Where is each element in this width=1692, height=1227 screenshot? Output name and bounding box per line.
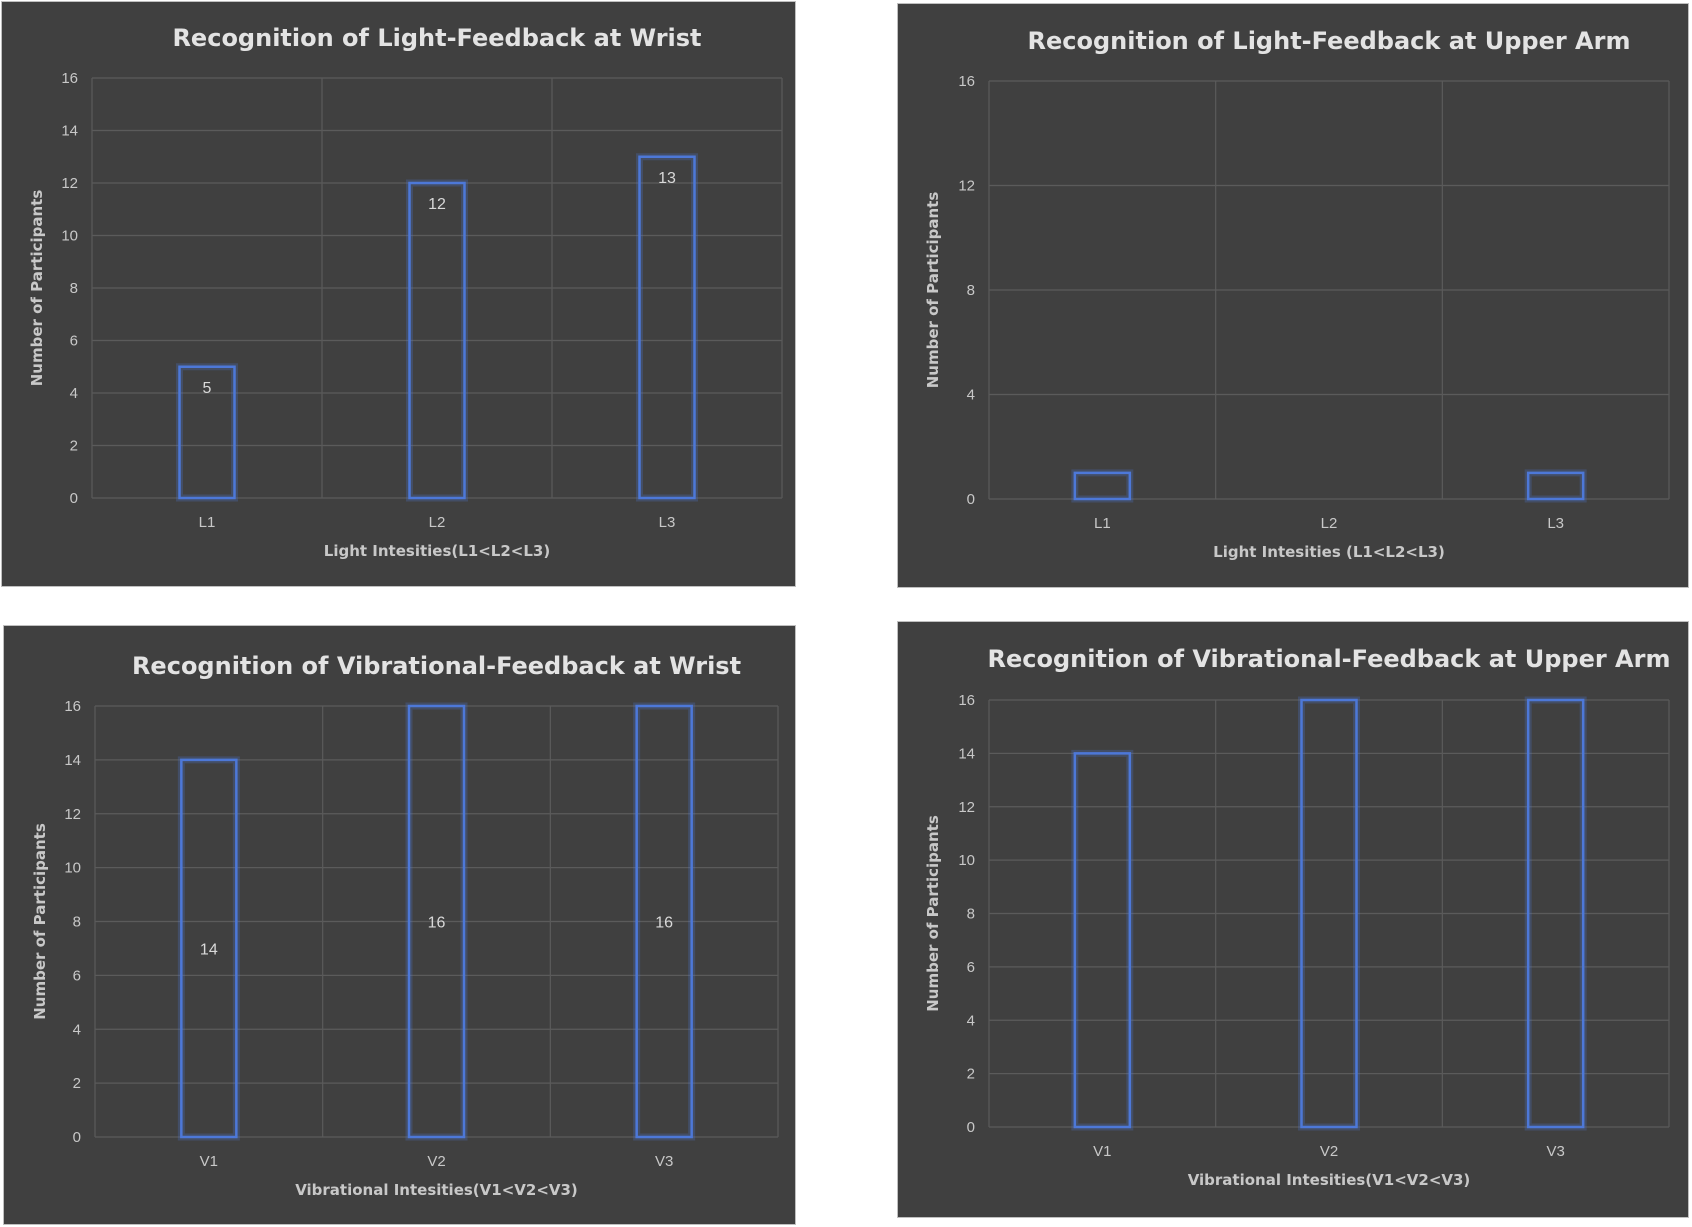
bar-glow	[1071, 469, 1134, 503]
data-label: 14	[200, 941, 218, 958]
y-tick-label: 16	[61, 70, 78, 87]
bar-l3	[1526, 471, 1585, 501]
bar-v2	[407, 704, 466, 1139]
y-tick-label: 16	[958, 692, 975, 709]
x-tick-label: V1	[200, 1153, 218, 1170]
y-tick-label: 6	[73, 967, 81, 984]
bar-v1	[180, 758, 238, 1139]
chart-light-wrist: Recognition of Light-Feedback at Wrist 0 2…	[28, 24, 783, 560]
chart-title: Recognition of Light-Feedback at Wrist	[172, 24, 701, 52]
x-axis-label: Vibrational Intesities(V1<V2<V3)	[1188, 1171, 1471, 1189]
y-tick-label: 12	[61, 175, 78, 192]
x-tick-label: V3	[655, 1153, 673, 1170]
bar-glow	[636, 153, 698, 502]
y-tick-label: 10	[61, 228, 78, 245]
x-tick-label: V2	[1320, 1143, 1338, 1160]
bar-v2	[1300, 698, 1358, 1129]
x-tick-label: V2	[427, 1153, 445, 1170]
bar-l1	[1073, 471, 1132, 501]
y-tick-label: 14	[64, 752, 81, 769]
y-tick-label: 10	[958, 852, 975, 869]
y-tick-label: 0	[967, 1119, 975, 1136]
chart-panel-light-upper-arm: Recognition of Light-Feedback at Upper A…	[897, 3, 1689, 588]
chart-light-upper-arm: Recognition of Light-Feedback at Upper A…	[924, 27, 1670, 561]
x-tick-label: L1	[1094, 515, 1111, 532]
data-label: 5	[203, 380, 212, 397]
y-tick-label: 6	[70, 333, 78, 350]
chart-vibration-upper-arm: Recognition of Vibrational-Feedback at U…	[924, 645, 1671, 1189]
y-tick-label: 12	[64, 806, 81, 823]
y-tick-label: 16	[958, 73, 975, 90]
bar-l2	[408, 181, 466, 500]
y-tick-label: 2	[70, 438, 78, 455]
bar-l3	[638, 155, 696, 500]
y-tick-label: 4	[967, 387, 975, 404]
chart-panel-vibration-wrist: Recognition of Vibrational-Feedback at W…	[3, 625, 796, 1225]
y-tick-label: 12	[958, 178, 975, 195]
y-tick-label: 0	[967, 491, 975, 508]
data-label: 12	[428, 196, 446, 213]
bar-glow	[1071, 749, 1134, 1131]
bar-l1	[178, 365, 236, 500]
y-axis-label: Number of Participants	[28, 190, 46, 387]
x-axis-label: Light Intesities (L1<L2<L3)	[1213, 543, 1445, 561]
data-label: 13	[658, 170, 676, 187]
x-tick-label: V3	[1546, 1143, 1564, 1160]
y-tick-label: 8	[967, 282, 975, 299]
x-tick-label: L2	[429, 514, 446, 531]
chart-panel-vibration-upper-arm: Recognition of Vibrational-Feedback at U…	[897, 621, 1689, 1218]
chart-title: Recognition of Vibrational-Feedback at U…	[988, 645, 1671, 673]
y-tick-label: 12	[958, 799, 975, 816]
y-tick-label: 2	[967, 1066, 975, 1083]
data-label: 16	[428, 915, 446, 932]
x-axis-label: Light Intesities(L1<L2<L3)	[324, 542, 550, 560]
bar-v1	[1073, 752, 1132, 1129]
bar-glow	[1524, 469, 1587, 503]
y-tick-label: 8	[967, 906, 975, 923]
chart-title: Recognition of Light-Feedback at Upper A…	[1028, 27, 1631, 55]
data-label: 16	[655, 915, 673, 932]
x-tick-label: L3	[1547, 515, 1564, 532]
y-tick-label: 4	[967, 1012, 975, 1029]
y-tick-label: 4	[73, 1021, 81, 1038]
y-tick-label: 14	[958, 745, 975, 762]
y-axis-label: Number of Participants	[924, 815, 942, 1012]
y-tick-label: 16	[64, 698, 81, 715]
y-tick-label: 0	[73, 1129, 81, 1146]
chart-vibration-wrist: Recognition of Vibrational-Feedback at W…	[31, 652, 779, 1199]
x-axis-label: Vibrational Intesities(V1<V2<V3)	[295, 1181, 578, 1199]
x-tick-label: L1	[199, 514, 216, 531]
bar-v3	[635, 704, 693, 1139]
x-tick-label: L2	[1321, 515, 1338, 532]
y-tick-label: 6	[967, 959, 975, 976]
y-axis-label: Number of Participants	[924, 192, 942, 389]
y-tick-label: 4	[70, 385, 78, 402]
bar-v3	[1526, 698, 1585, 1129]
y-axis-label: Number of Participants	[31, 823, 49, 1020]
y-tick-label: 10	[64, 860, 81, 877]
x-tick-label: V1	[1093, 1143, 1111, 1160]
chart-panel-light-wrist: Recognition of Light-Feedback at Wrist 0 2…	[1, 1, 796, 587]
y-tick-label: 8	[73, 914, 81, 931]
chart-title: Recognition of Vibrational-Feedback at W…	[132, 652, 741, 680]
x-tick-label: L3	[659, 514, 676, 531]
y-tick-label: 0	[70, 490, 78, 507]
y-tick-label: 14	[61, 123, 78, 140]
y-tick-label: 8	[70, 280, 78, 297]
y-tick-label: 2	[73, 1075, 81, 1092]
